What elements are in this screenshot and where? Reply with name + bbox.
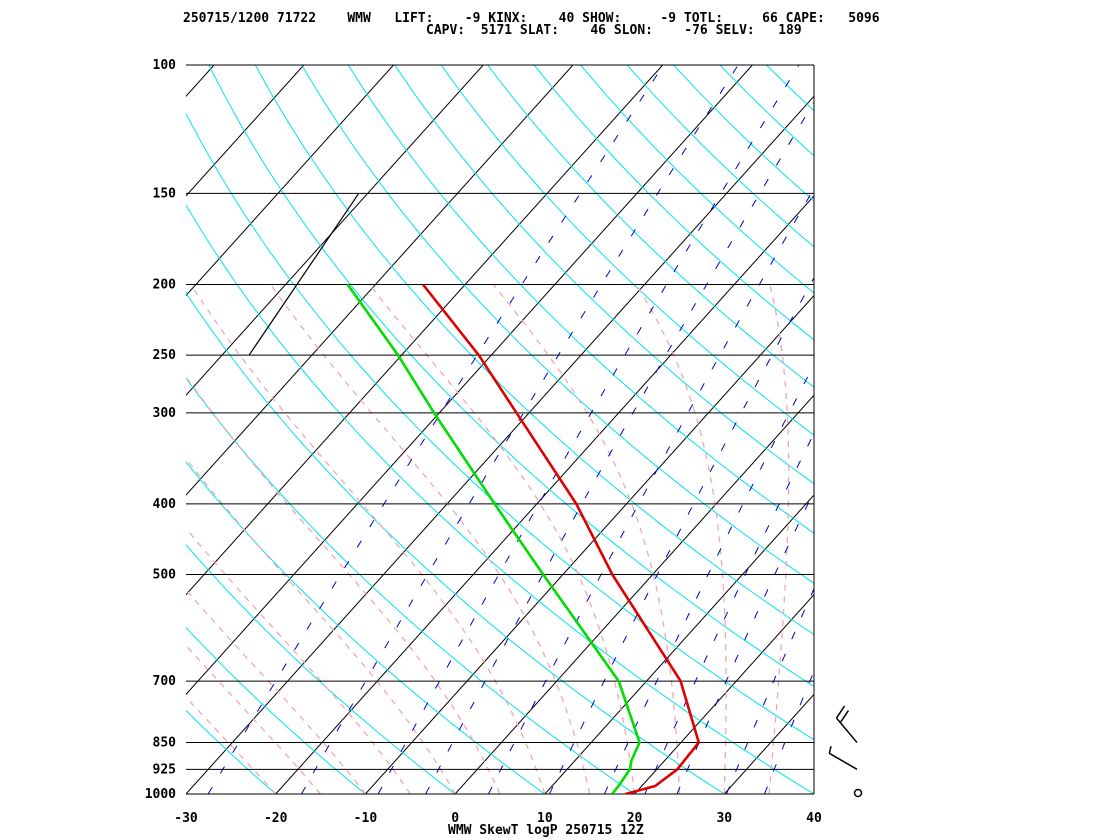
dry-adiabat-line xyxy=(859,65,1120,794)
mixing-ratio-line xyxy=(301,65,739,794)
isotherm-line xyxy=(186,95,814,794)
mixing-ratio-line xyxy=(815,65,1120,794)
isotherm-line xyxy=(275,195,814,794)
mixing-ratio-line xyxy=(548,276,814,794)
wind-barb-staff xyxy=(828,752,858,770)
dry-adiabat-line xyxy=(719,65,814,157)
wind-barb-half-flag xyxy=(828,746,832,754)
moist-adiabat-line xyxy=(190,284,546,794)
moist-adiabat-line xyxy=(186,696,277,794)
station-indices-line2: CAPV: 5171 SLAT: 46 SLON: -76 SELV: 189 xyxy=(426,23,802,38)
wind-barb-flag xyxy=(835,705,846,719)
moist-adiabat-line xyxy=(186,457,456,794)
moist-adiabat-line xyxy=(186,375,501,794)
isotherm-line xyxy=(186,65,215,97)
temperature-tick-label: 10 xyxy=(537,811,553,826)
temperature-tick-label: 20 xyxy=(627,811,643,826)
dewpoint-profile-line xyxy=(346,283,641,794)
dry-adiabat-line xyxy=(394,65,814,485)
isotherm-line xyxy=(634,593,814,794)
pressure-tick-label: 400 xyxy=(153,497,177,512)
dry-adiabat-line xyxy=(440,65,814,436)
chart-footer-label: WMW SkewT logP 250715 12Z xyxy=(448,823,644,838)
dry-adiabat-line xyxy=(812,65,814,67)
isotherm-line xyxy=(186,65,484,396)
isotherm-line xyxy=(186,65,664,596)
dry-adiabat-line xyxy=(186,377,635,794)
mixing-ratio-line xyxy=(377,65,800,794)
dry-adiabat-line xyxy=(580,65,814,294)
sounding-profiles xyxy=(248,193,701,794)
temperature-tick-label: 0 xyxy=(451,811,459,826)
dry-adiabat-line xyxy=(208,65,814,688)
dry-adiabat-line xyxy=(533,65,814,341)
pressure-tick-label: 300 xyxy=(153,406,177,421)
moist-adiabat-line xyxy=(186,588,366,794)
pressure-tick-label: 200 xyxy=(153,277,177,292)
isotherm-line xyxy=(365,294,814,794)
pressure-tick-label: 250 xyxy=(153,348,177,363)
pressure-tick-label: 100 xyxy=(153,58,177,73)
pressure-tick-labels: 100 150 200 250 300 400 500 700 850 925 1000 xyxy=(145,58,176,802)
dry-adiabat-line xyxy=(766,65,814,112)
moist-adiabat-line xyxy=(768,284,790,794)
isotherm-line xyxy=(186,65,394,297)
temperature-tick-labels: -30 -20 -10 0 10 20 30 40 xyxy=(174,811,822,826)
mixing-ratio-line xyxy=(644,432,814,794)
isotherm-line xyxy=(186,65,574,496)
isobars xyxy=(186,64,815,795)
dry-adiabat-line xyxy=(626,65,814,248)
temperature-tick-label: 40 xyxy=(806,811,822,826)
wind-barb-staff xyxy=(835,717,858,744)
calm-wind-circle xyxy=(853,788,863,798)
temperature-profile-line xyxy=(421,283,701,794)
temperature-tick-label: -10 xyxy=(354,811,378,826)
pressure-tick-label: 1000 xyxy=(145,787,176,802)
dry-adiabat-line xyxy=(186,709,277,794)
pressure-tick-label: 500 xyxy=(153,568,177,583)
pressure-tick-label: 700 xyxy=(153,674,177,689)
pressure-tick-label: 150 xyxy=(153,186,177,201)
moist-adiabat-line xyxy=(269,284,591,794)
wind-barb-flag xyxy=(839,710,850,724)
isotherm-line xyxy=(0,65,124,794)
moist-adiabat-line xyxy=(492,284,681,794)
dry-adiabat-line xyxy=(487,65,814,388)
isotherm-line xyxy=(454,394,814,794)
wind-barbs xyxy=(828,705,863,798)
isotherm-line xyxy=(813,793,814,794)
mixing-ratio-line xyxy=(603,363,814,794)
isotherm-line xyxy=(186,65,305,197)
moist-adiabat-line xyxy=(635,284,727,794)
dry-adiabat-line xyxy=(186,626,366,794)
station-indices-line1: 250715/1200 71722 WMW LIFT: -9 KINX: 40 … xyxy=(183,11,880,26)
isotherm-line xyxy=(186,65,753,696)
pressure-tick-label: 925 xyxy=(153,762,176,777)
temperature-tick-label: 30 xyxy=(716,811,732,826)
parcel-profile-line xyxy=(248,193,360,356)
moist-adiabat-line xyxy=(186,644,322,794)
temperature-tick-label: -30 xyxy=(174,811,198,826)
temperature-tick-label: -20 xyxy=(264,811,288,826)
dry-adiabat-line xyxy=(186,204,814,794)
dry-adiabat-line xyxy=(673,65,814,202)
moist-adiabat-line xyxy=(186,527,411,794)
mixing-ratio-line xyxy=(207,65,664,794)
dry-adiabat-line xyxy=(186,544,456,794)
isotherm-line xyxy=(544,494,814,794)
pressure-tick-label: 850 xyxy=(153,736,177,751)
